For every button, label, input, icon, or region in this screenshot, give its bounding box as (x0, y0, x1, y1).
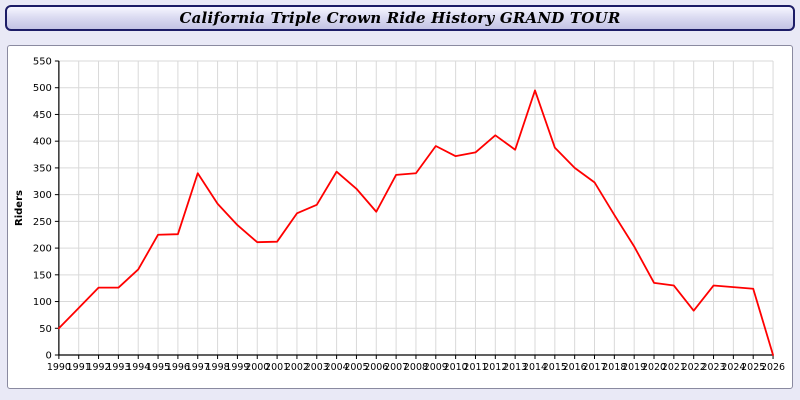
x-tick-label: 2016 (563, 362, 587, 373)
x-tick-label: 1997 (186, 362, 210, 373)
x-tick-label: 2006 (364, 362, 388, 373)
x-tick-label: 2010 (444, 362, 468, 373)
x-tick-label: 2005 (344, 362, 368, 373)
y-tick-label: 50 (39, 324, 52, 335)
x-tick-label: 2018 (602, 362, 626, 373)
x-tick-label: 2023 (701, 362, 725, 373)
x-tick-label: 2015 (543, 362, 567, 373)
x-tick-label: 2003 (305, 362, 329, 373)
x-tick-label: 2000 (245, 362, 269, 373)
y-tick-label: 350 (33, 163, 52, 174)
x-tick-label: 2004 (325, 362, 349, 373)
y-tick-label: 500 (33, 83, 52, 94)
series-line-riders (57, 89, 774, 356)
x-tick-label: 1996 (166, 362, 190, 373)
riders-line-chart: 0501001502002503003504004505005501990199… (14, 56, 785, 373)
x-tick-label: 2007 (384, 362, 408, 373)
x-tick-label: 2022 (682, 362, 706, 373)
x-tick-label: 1991 (67, 362, 91, 373)
x-tick-label: 2026 (761, 362, 785, 373)
x-tick-label: 1992 (87, 362, 111, 373)
y-tick-label: 550 (33, 56, 52, 67)
y-tick-label: 0 (46, 350, 52, 361)
y-tick-label: 450 (33, 110, 52, 121)
x-tick-label: 1995 (146, 362, 170, 373)
y-axis-label: Riders (14, 190, 25, 226)
x-tick-label: 1994 (126, 362, 150, 373)
x-tick-label: 2002 (285, 362, 309, 373)
x-tick-label: 1993 (106, 362, 130, 373)
x-tick-label: 2021 (662, 362, 686, 373)
y-tick-label: 100 (33, 297, 52, 308)
x-tick-label: 1999 (225, 362, 249, 373)
x-tick-label: 2025 (741, 362, 765, 373)
x-tick-label: 2011 (463, 362, 487, 373)
y-tick-label: 400 (33, 137, 52, 148)
x-tick-label: 2013 (503, 362, 527, 373)
title-bar: California Triple Crown Ride History GRA… (5, 5, 795, 31)
x-tick-label: 2020 (642, 362, 666, 373)
x-tick-label: 1990 (47, 362, 71, 373)
y-tick-label: 200 (33, 244, 52, 255)
x-tick-label: 2008 (404, 362, 428, 373)
x-tick-label: 2012 (483, 362, 507, 373)
x-tick-label: 2001 (265, 362, 289, 373)
x-tick-label: 1998 (206, 362, 230, 373)
x-tick-label: 2017 (582, 362, 606, 373)
x-tick-label: 2009 (424, 362, 448, 373)
x-tick-label: 2024 (721, 362, 745, 373)
x-tick-label: 2014 (523, 362, 547, 373)
y-tick-label: 300 (33, 190, 52, 201)
y-tick-label: 250 (33, 217, 52, 228)
x-tick-label: 2019 (622, 362, 646, 373)
page-title: California Triple Crown Ride History GRA… (179, 9, 621, 27)
y-tick-label: 150 (33, 270, 52, 281)
chart-panel: 0 50 100 150 200 250 300 350 400 450 500 550 1990 199… (7, 45, 793, 389)
